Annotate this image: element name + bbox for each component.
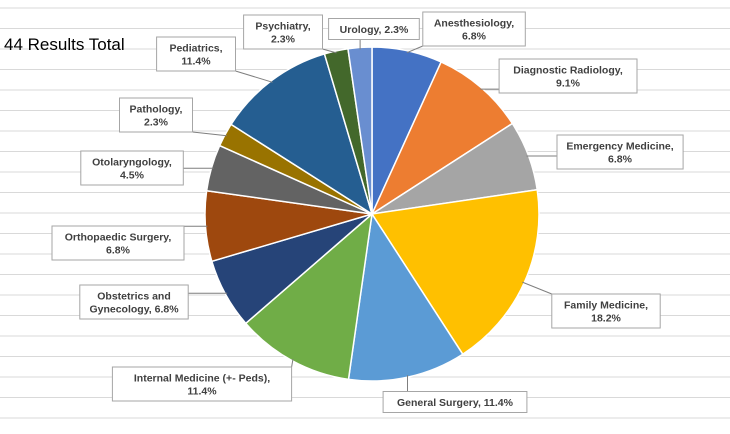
results-total-text: 44 Results Total [4, 35, 125, 54]
data-label-emergency-medicine: Emergency Medicine,6.8% [556, 134, 684, 170]
data-label-text: Urology, 2.3% [340, 24, 409, 36]
pie-slice-diagnostic-radiology[interactable] [370, 60, 514, 217]
data-label-text: Otolaryngology, [92, 156, 172, 168]
data-label-text: 6.8% [462, 30, 487, 42]
data-label-otolaryngology: Otolaryngology,4.5% [80, 150, 184, 186]
leader-line-anesthesiology [406, 45, 423, 54]
data-label-text: Psychiatry, [255, 20, 310, 32]
data-label-text: 9.1% [556, 77, 581, 89]
data-label-anesthesiology: Anesthesiology,6.8% [422, 11, 526, 47]
data-label-text: Pathology, [130, 103, 183, 115]
data-label-diagnostic-radiology: Diagnostic Radiology,9.1% [498, 58, 638, 94]
data-label-family-medicine: Family Medicine,18.2% [551, 293, 661, 329]
data-label-pediatrics: Pediatrics,11.4% [156, 36, 237, 72]
data-label-text: Emergency Medicine, [566, 140, 673, 152]
data-labels: Anesthesiology,6.8%Diagnostic Radiology,… [51, 11, 684, 413]
data-label-text: Diagnostic Radiology, [513, 64, 623, 76]
data-label-box [119, 97, 193, 133]
data-label-text: Orthopaedic Surgery, [65, 231, 172, 243]
data-label-pathology: Pathology,2.3% [119, 97, 193, 133]
data-label-box [382, 391, 528, 413]
data-label-general-surgery: General Surgery, 11.4% [382, 391, 528, 413]
leader-line-pediatrics [235, 70, 273, 83]
leader-line-pathology [192, 131, 227, 137]
data-label-text: 11.4% [187, 385, 217, 397]
data-label-text: 2.3% [144, 116, 169, 128]
data-label-psychiatry: Psychiatry,2.3% [243, 14, 324, 50]
data-label-text: 18.2% [591, 312, 621, 324]
leader-line-psychiatry [322, 48, 337, 54]
data-label-urology: Urology, 2.3% [328, 18, 420, 40]
data-label-text: Obstetrics and [97, 290, 171, 302]
leader-line-family-medicine [522, 281, 552, 295]
data-label-text: Anesthesiology, [434, 17, 514, 29]
pie-slices [204, 46, 540, 382]
data-label-box [80, 150, 184, 186]
data-label-text: Gynecology, 6.8% [89, 303, 179, 315]
data-label-box [551, 293, 661, 329]
data-label-box [556, 134, 684, 170]
data-label-text: Family Medicine, [564, 299, 648, 311]
data-label-box [156, 36, 237, 72]
data-label-text: 6.8% [608, 153, 633, 165]
data-label-text: 4.5% [120, 169, 145, 181]
data-label-box [243, 14, 324, 50]
data-label-internal-medicine-peds: Internal Medicine (+- Peds),11.4% [111, 366, 293, 402]
leader-lines [183, 39, 557, 392]
data-label-text: Internal Medicine (+- Peds), [134, 372, 270, 384]
data-label-text: Pediatrics, [169, 42, 222, 54]
data-label-box [422, 11, 526, 47]
data-label-box [51, 225, 185, 261]
data-label-text: 6.8% [106, 244, 131, 256]
data-label-text: General Surgery, 11.4% [397, 397, 514, 409]
leader-line-internal-medicine-peds [291, 358, 294, 368]
pie-slice-pediatrics[interactable] [230, 52, 374, 216]
data-label-box [111, 366, 293, 402]
data-label-text: 2.3% [271, 33, 296, 45]
data-label-box [498, 58, 638, 94]
data-label-box [328, 18, 420, 40]
data-label-box [79, 284, 189, 320]
pie-slice-internal-medicine-peds[interactable] [244, 212, 374, 381]
data-label-text: 11.4% [181, 55, 211, 67]
data-label-orthopaedic-surgery: Orthopaedic Surgery,6.8% [51, 225, 185, 261]
